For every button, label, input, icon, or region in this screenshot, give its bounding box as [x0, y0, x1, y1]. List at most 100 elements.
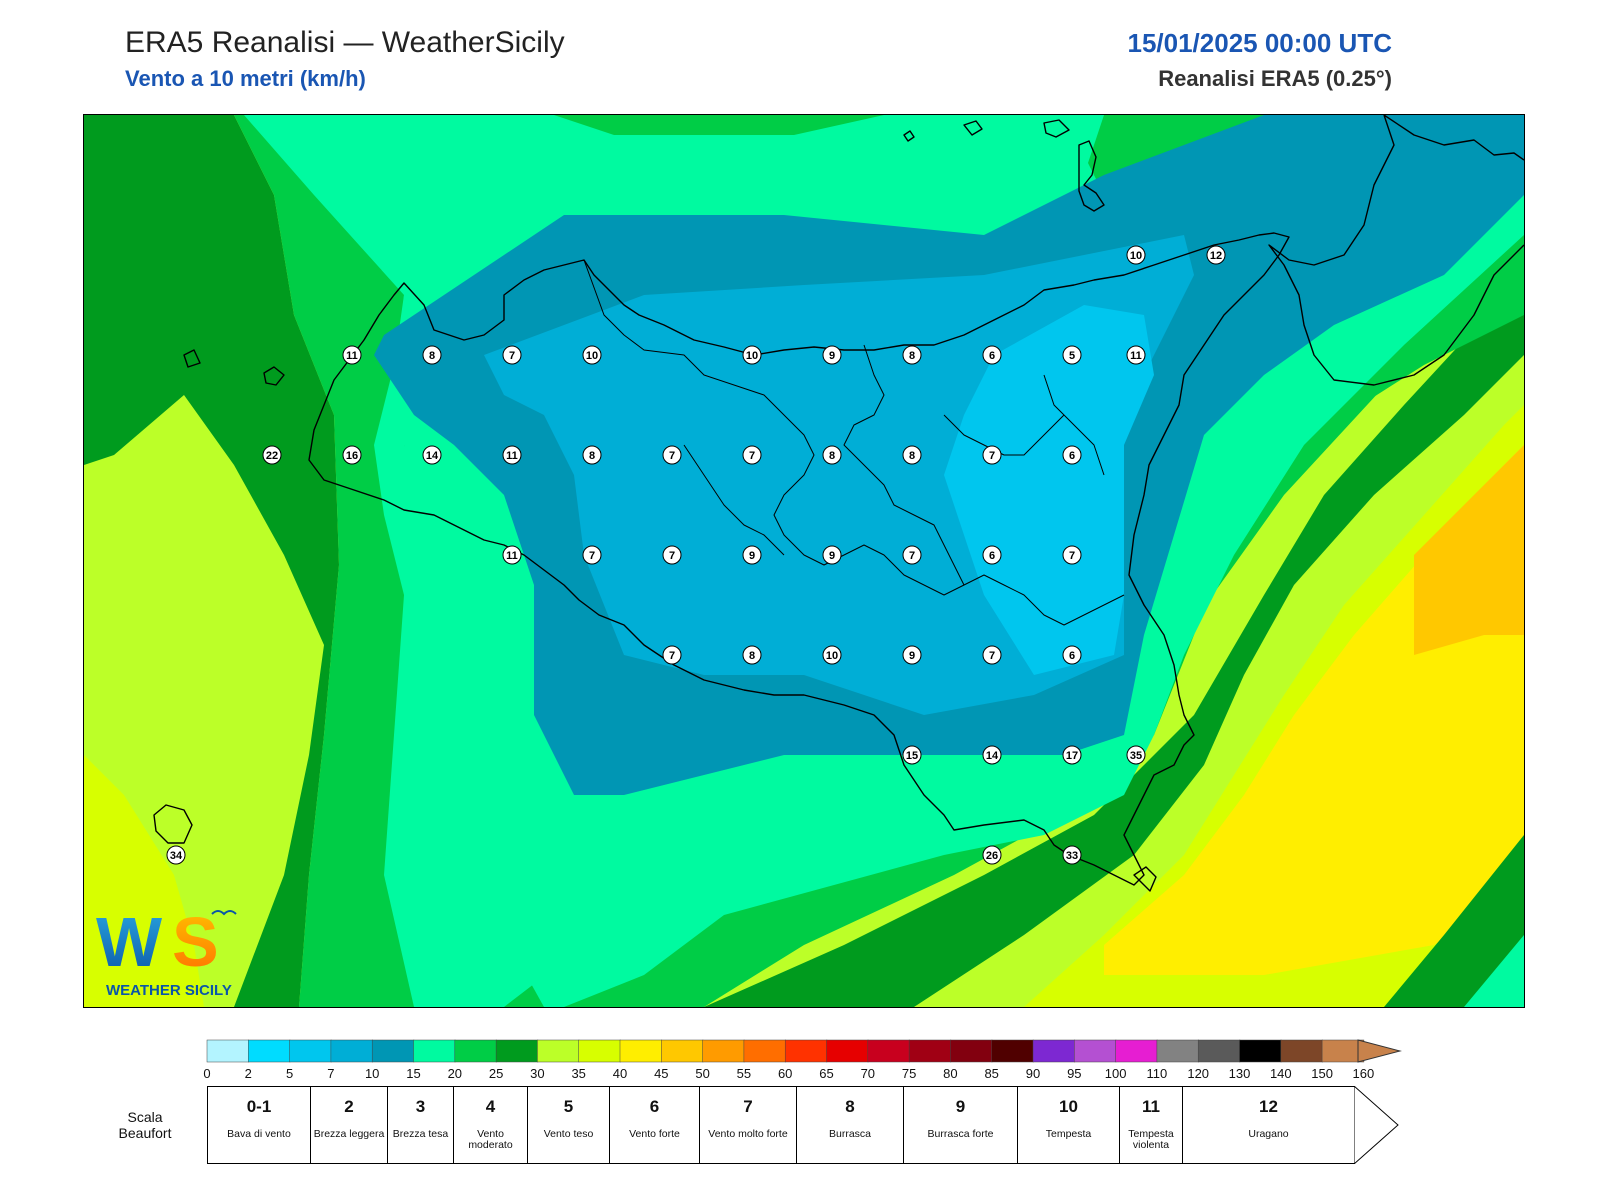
wind-label-circle: [502, 445, 522, 465]
wind-speed-label: 14: [982, 745, 1002, 765]
wind-label-value: 7: [1069, 550, 1075, 562]
colorbar-tick-label: 80: [943, 1066, 957, 1081]
colorbar-tick-label: 65: [819, 1066, 833, 1081]
beaufort-number: 8: [845, 1097, 855, 1116]
colorbar-cell: [1032, 1039, 1076, 1063]
wind-speed-label: 7: [502, 345, 522, 365]
wind-label-circle: [742, 645, 762, 665]
colorbar-cell: [1280, 1039, 1323, 1063]
wind-label-value: 7: [669, 650, 675, 662]
beaufort-cell: 11 Tempesta violenta: [1119, 1086, 1182, 1164]
colorbar-tick-label: 110: [1147, 1066, 1168, 1081]
wind-label-value: 14: [986, 750, 999, 762]
colorbar-cell: [908, 1039, 952, 1063]
wind-label-circle: [1062, 645, 1082, 665]
wind-label-circle: [502, 545, 522, 565]
beaufort-description: Vento molto forte: [708, 1128, 788, 1140]
wind-speed-label: 8: [902, 345, 922, 365]
wind-speed-label: 7: [582, 545, 602, 565]
wind-label-circle: [662, 545, 682, 565]
beaufort-number: 11: [1142, 1097, 1160, 1116]
colorbar-tick-label: 50: [695, 1066, 709, 1081]
wind-label-value: 22: [266, 450, 278, 462]
beaufort-description: Burrasca forte: [927, 1128, 994, 1140]
colorbar-tick-label: 5: [286, 1066, 293, 1081]
wind-label-circle: [1062, 845, 1082, 865]
wind-label-value: 8: [749, 650, 755, 662]
beaufort-cell: 4 Vento moderato: [453, 1086, 527, 1164]
wind-label-value: 7: [909, 550, 915, 562]
wind-speed-label: 14: [422, 445, 442, 465]
colorbar-tick-label: 0: [203, 1066, 210, 1081]
wind-label-value: 6: [1069, 450, 1075, 462]
wind-label-circle: [1206, 245, 1226, 265]
wind-label-circle: [982, 445, 1002, 465]
colorbar-cell: [1239, 1039, 1282, 1063]
wind-label-value: 7: [589, 550, 595, 562]
beaufort-number: 12: [1259, 1097, 1278, 1116]
wind-label-value: 8: [909, 350, 915, 362]
wind-label-value: 7: [669, 450, 675, 462]
wind-label-value: 7: [749, 450, 755, 462]
malta-coast: [1133, 866, 1157, 892]
beaufort-description: Burrasca: [828, 1128, 871, 1140]
wind-speed-label: 10: [742, 345, 762, 365]
colorbar-cells: [206, 1039, 1365, 1063]
colorbar-cell: [1197, 1039, 1241, 1063]
wind-label-circle: [902, 645, 922, 665]
colorbar-tick-label: 20: [448, 1066, 462, 1081]
wind-label-circle: [822, 345, 842, 365]
wind-label-value: 8: [909, 450, 915, 462]
beaufort-cell: 2 Brezza leggera: [310, 1086, 387, 1164]
wind-label-value: 34: [170, 850, 183, 862]
colorbar-tick-label: 70: [861, 1066, 875, 1081]
wind-label-circle: [342, 345, 362, 365]
colorbar-cell: [1156, 1039, 1199, 1063]
beaufort-cell: 7 Vento molto forte: [699, 1086, 796, 1164]
colorbar-ticks: 0 2 5 7 10 15 20 25 30 35 40 45 50 55 60 65 70 75 80 85 90 95…: [203, 1066, 1374, 1081]
wind-speed-label: 33: [1062, 845, 1082, 865]
wind-label-value: 9: [829, 350, 835, 362]
wind-speed-label: 7: [662, 645, 682, 665]
wind-label-value: 10: [1130, 250, 1142, 262]
colorbar-tick-label: 85: [984, 1066, 998, 1081]
colorbar-arrow: [1357, 1039, 1402, 1063]
beaufort-cell: 12 Uragano: [1182, 1086, 1354, 1164]
colorbar-cell: [1115, 1039, 1158, 1063]
wind-label-circle: [662, 445, 682, 465]
wind-speed-label: 9: [822, 545, 842, 565]
wind-speed-label: 7: [662, 445, 682, 465]
beaufort-number: 6: [649, 1097, 660, 1116]
colorbar-cell: [289, 1039, 332, 1063]
beaufort-description: Brezza leggera: [313, 1128, 385, 1140]
colorbar-cell: [1074, 1039, 1117, 1063]
wind-speed-label: 11: [342, 345, 362, 365]
colorbar-tick-label: 160: [1353, 1066, 1375, 1081]
wind-label-value: 9: [909, 650, 915, 662]
wind-speed-label: 11: [1126, 345, 1146, 365]
beaufort-number: 9: [955, 1097, 966, 1116]
wind-label-value: 12: [1210, 250, 1222, 262]
wind-speed-label: 9: [902, 645, 922, 665]
beaufort-description: Tempesta violenta: [1128, 1128, 1174, 1151]
colorbar-cell: [371, 1039, 415, 1063]
wind-label-circle: [1062, 345, 1082, 365]
wind-label-value: 10: [746, 350, 758, 362]
colorbar-tick-label: 60: [778, 1066, 792, 1081]
wind-label-value: 7: [989, 650, 995, 662]
wind-label-circle: [582, 345, 602, 365]
wind-label-circle: [582, 545, 602, 565]
wind-label-value: 7: [509, 350, 515, 362]
wind-speed-label: 11: [502, 545, 522, 565]
beaufort-description: Vento teso: [543, 1128, 594, 1140]
colorbar-tick-label: 25: [489, 1066, 503, 1081]
wind-label-circle: [902, 745, 922, 765]
wind-label-circle: [742, 545, 762, 565]
colorbar-cell: [248, 1039, 291, 1063]
wind-label-value: 16: [346, 450, 358, 462]
wind-label-value: 9: [749, 550, 755, 562]
wind-label-circle: [1126, 345, 1146, 365]
colorbar-cell: [330, 1039, 373, 1063]
wind-label-value: 17: [1066, 750, 1078, 762]
colorbar-cell: [454, 1039, 497, 1063]
